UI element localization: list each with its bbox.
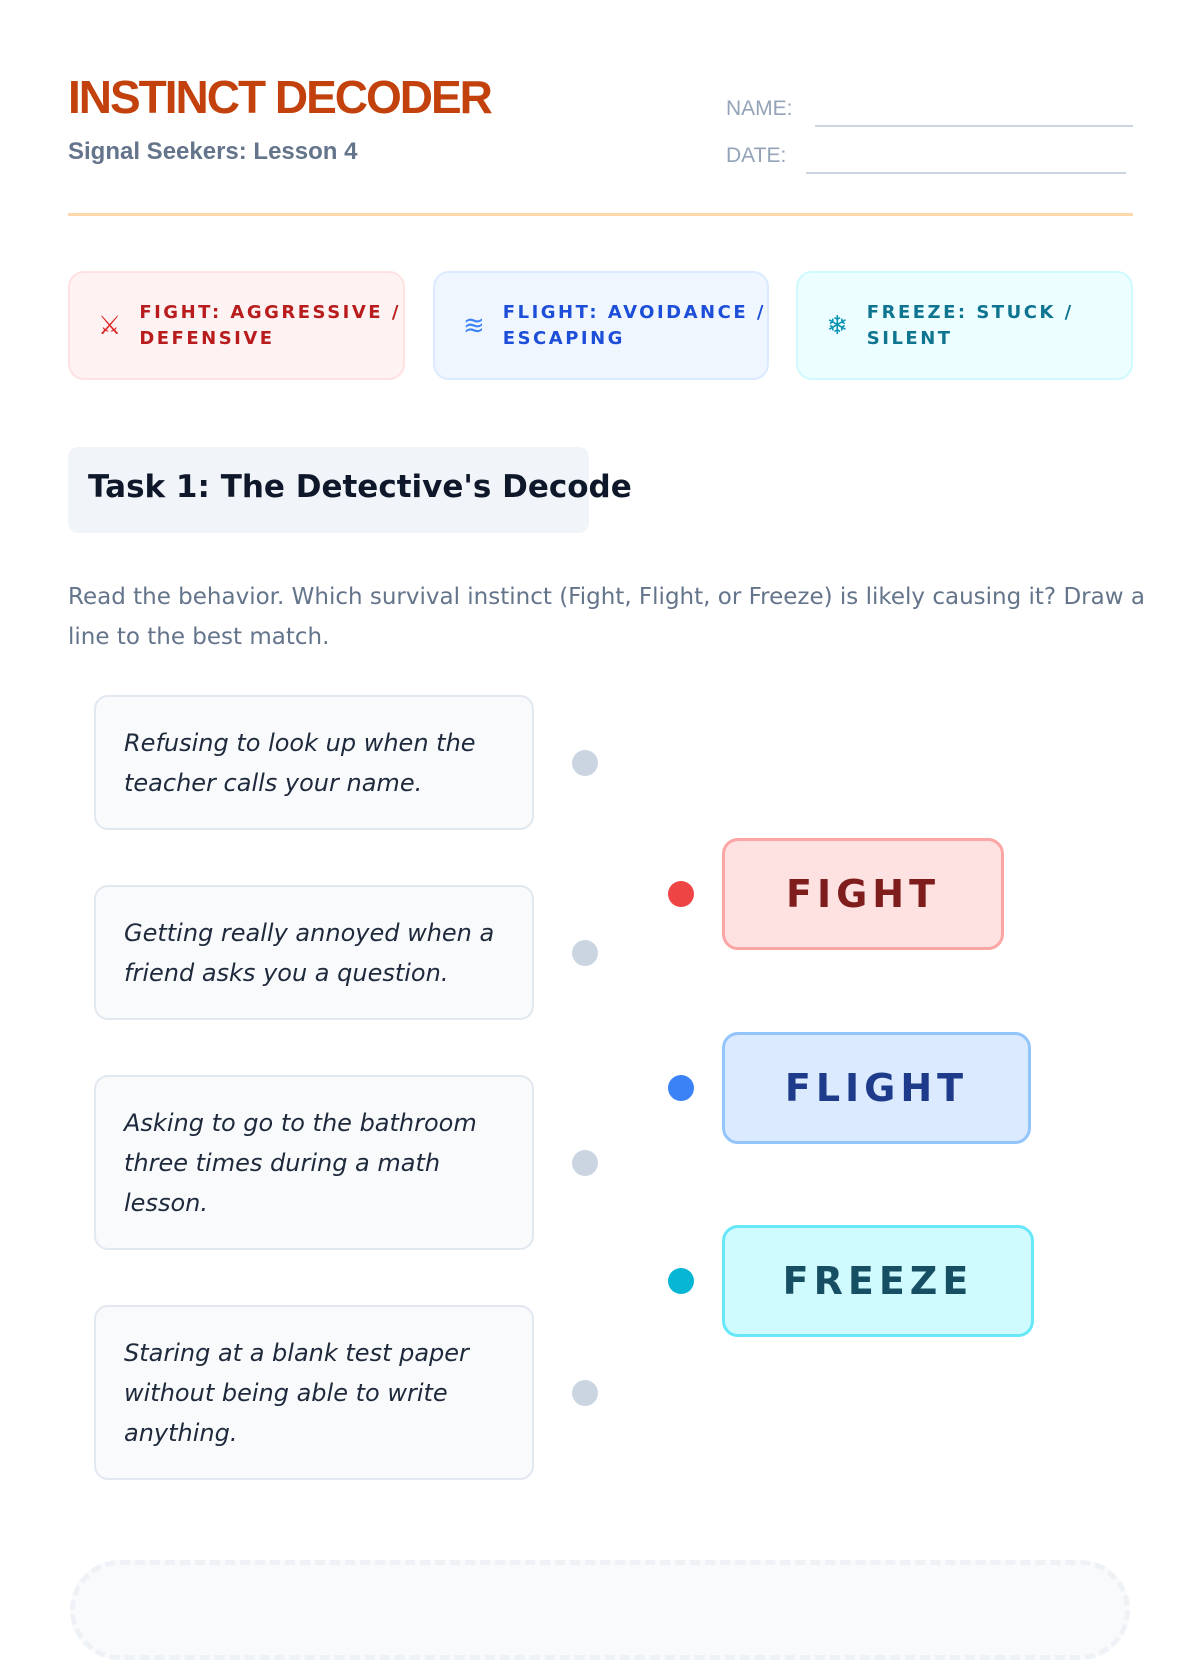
- date-label: DATE:: [726, 144, 787, 167]
- legend-fight-label: FIGHT: AGGRESSIVE / DEFENSIVE: [139, 301, 401, 349]
- behavior-connector-dot[interactable]: [572, 940, 598, 966]
- date-field[interactable]: [806, 172, 1126, 174]
- flight-connector-dot[interactable]: [668, 1075, 694, 1101]
- legend-freeze-label: FREEZE: STUCK / SILENT: [866, 301, 1074, 349]
- answer-flight[interactable]: FLIGHT: [722, 1032, 1031, 1144]
- task-instructions: Read the behavior. Which survival instin…: [68, 584, 1145, 650]
- worksheet-subtitle: Signal Seekers: Lesson 4: [68, 138, 358, 165]
- next-section-box: [70, 1560, 1130, 1660]
- behavior-connector-dot[interactable]: [572, 1380, 598, 1406]
- behavior-card: Asking to go to the bathroom three times…: [94, 1075, 534, 1250]
- name-label: NAME:: [726, 97, 793, 120]
- behavior-card: Getting really annoyed when a friend ask…: [94, 885, 534, 1020]
- behavior-card: Staring at a blank test paper without be…: [94, 1305, 534, 1480]
- behavior-connector-dot[interactable]: [572, 750, 598, 776]
- header-divider: [68, 213, 1133, 216]
- name-field[interactable]: [815, 125, 1133, 127]
- answer-fight[interactable]: FIGHT: [722, 838, 1004, 950]
- behavior-connector-dot[interactable]: [572, 1150, 598, 1176]
- fight-connector-dot[interactable]: [668, 881, 694, 907]
- worksheet-title: INSTINCT DECODER: [68, 71, 493, 123]
- legend-freeze: ❄ FREEZE: STUCK / SILENT: [796, 271, 1133, 380]
- snowflake-icon: ❄: [826, 310, 849, 341]
- freeze-connector-dot[interactable]: [668, 1268, 694, 1294]
- crossed-swords-icon: ⚔: [98, 310, 122, 341]
- wind-icon: ≋: [463, 310, 485, 341]
- behavior-card: Refusing to look up when the teacher cal…: [94, 695, 534, 830]
- legend-fight: ⚔ FIGHT: AGGRESSIVE / DEFENSIVE: [68, 271, 405, 380]
- legend-flight-label: FLIGHT: AVOIDANCE / ESCAPING: [502, 301, 766, 349]
- answer-freeze[interactable]: FREEZE: [722, 1225, 1034, 1337]
- legend-flight: ≋ FLIGHT: AVOIDANCE / ESCAPING: [433, 271, 769, 380]
- task-heading: Task 1: The Detective's Decode: [68, 447, 632, 533]
